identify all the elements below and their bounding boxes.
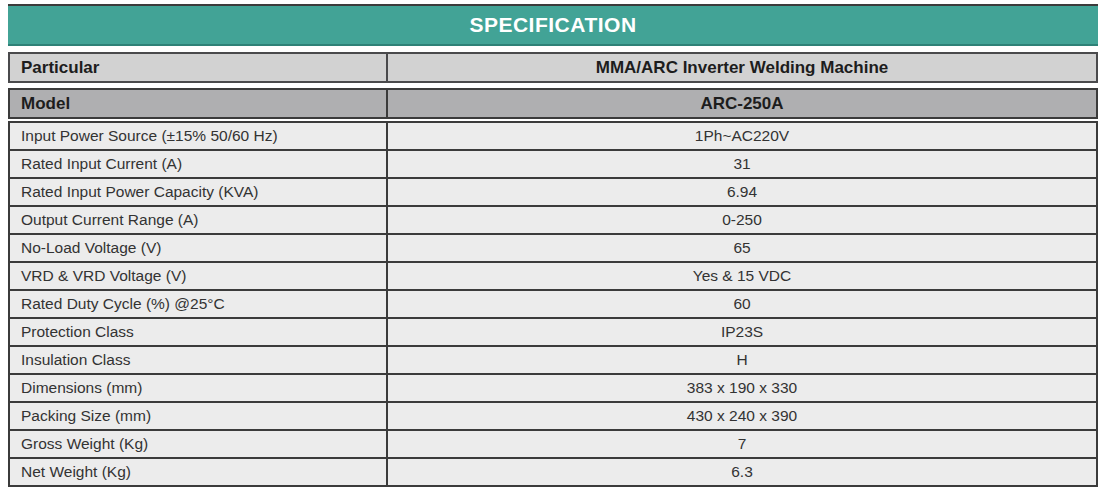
spec-label-cell: Rated Duty Cycle (%) @25°C (10, 291, 388, 317)
spec-label-cell: Gross Weight (Kg) (10, 431, 388, 457)
spec-label-cell: Protection Class (10, 319, 388, 345)
spec-label-cell: Rated Input Current (A) (10, 151, 388, 177)
spec-value-cell: 31 (388, 151, 1096, 177)
spec-label-cell: Dimensions (mm) (10, 375, 388, 401)
spec-label-cell: Insulation Class (10, 347, 388, 373)
table-row: Dimensions (mm) 383 x 190 x 330 (10, 375, 1096, 403)
model-value-cell: ARC-250A (388, 90, 1096, 117)
spec-value-cell: 65 (388, 235, 1096, 261)
table-row: VRD & VRD Voltage (V) Yes & 15 VDC (10, 263, 1096, 291)
table-row: Input Power Source (±15% 50/60 Hz) 1Ph~A… (10, 123, 1096, 151)
spec-value-cell: 60 (388, 291, 1096, 317)
table-row: Protection Class IP23S (10, 319, 1096, 347)
spec-label-cell: Input Power Source (±15% 50/60 Hz) (10, 123, 388, 149)
header-product-name-cell: MMA/ARC Inverter Welding Machine (388, 54, 1096, 81)
model-label-cell: Model (10, 90, 388, 117)
table-row: Output Current Range (A) 0-250 (10, 207, 1096, 235)
spec-value-cell: 430 x 240 x 390 (388, 403, 1096, 429)
spec-value-cell: 6.3 (388, 459, 1096, 485)
model-row: Model ARC-250A (8, 88, 1098, 119)
spec-label-cell: Net Weight (Kg) (10, 459, 388, 485)
spec-value-cell: IP23S (388, 319, 1096, 345)
spec-table: Input Power Source (±15% 50/60 Hz) 1Ph~A… (8, 121, 1098, 487)
spec-label-cell: Rated Input Power Capacity (KVA) (10, 179, 388, 205)
table-row: Packing Size (mm) 430 x 240 x 390 (10, 403, 1096, 431)
table-row: Rated Input Current (A) 31 (10, 151, 1096, 179)
spec-label-cell: Output Current Range (A) (10, 207, 388, 233)
header-particular-cell: Particular (10, 54, 388, 81)
specification-title-bar: SPECIFICATION (8, 4, 1098, 46)
spec-value-cell: 0-250 (388, 207, 1096, 233)
table-row: Insulation Class H (10, 347, 1096, 375)
table-header-row: Particular MMA/ARC Inverter Welding Mach… (8, 52, 1098, 83)
spec-label-cell: VRD & VRD Voltage (V) (10, 263, 388, 289)
spec-value-cell: 1Ph~AC220V (388, 123, 1096, 149)
specification-sheet: SPECIFICATION Particular MMA/ARC Inverte… (8, 4, 1098, 487)
spec-value-cell: Yes & 15 VDC (388, 263, 1096, 289)
table-row: Gross Weight (Kg) 7 (10, 431, 1096, 459)
spec-label-cell: Packing Size (mm) (10, 403, 388, 429)
spec-value-cell: H (388, 347, 1096, 373)
table-row: No-Load Voltage (V) 65 (10, 235, 1096, 263)
spec-value-cell: 6.94 (388, 179, 1096, 205)
table-row: Net Weight (Kg) 6.3 (10, 459, 1096, 485)
spec-value-cell: 7 (388, 431, 1096, 457)
specification-title: SPECIFICATION (469, 13, 636, 37)
table-row: Rated Duty Cycle (%) @25°C 60 (10, 291, 1096, 319)
spec-label-cell: No-Load Voltage (V) (10, 235, 388, 261)
table-row: Rated Input Power Capacity (KVA) 6.94 (10, 179, 1096, 207)
spec-value-cell: 383 x 190 x 330 (388, 375, 1096, 401)
